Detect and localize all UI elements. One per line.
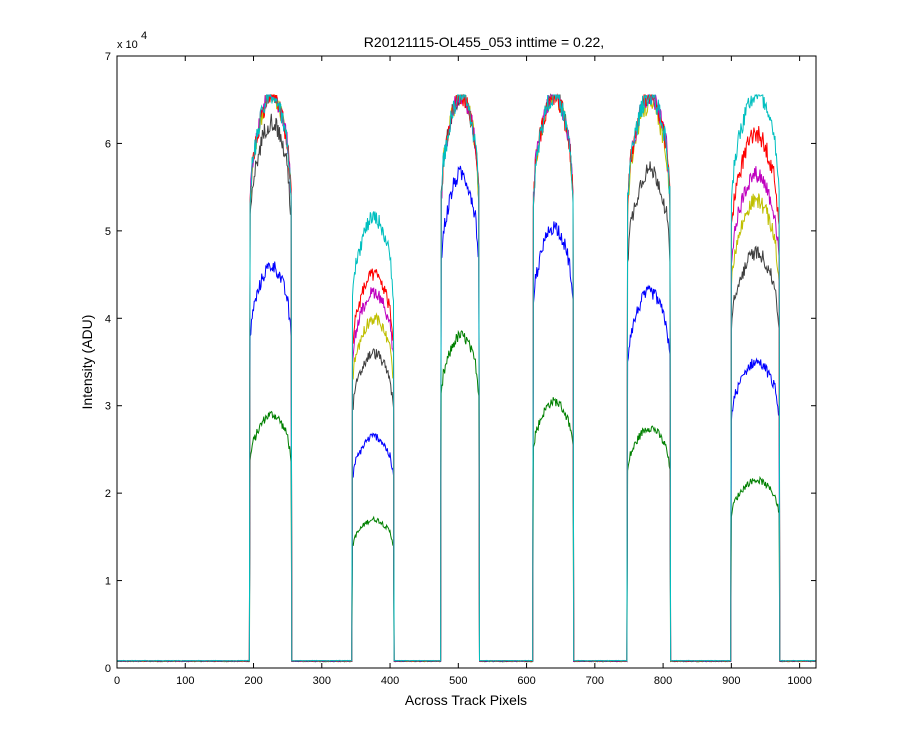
series-layer — [116, 93, 817, 663]
y-tick-label: 2 — [105, 488, 111, 500]
y-axis-ticks: 0 1 2 3 4 5 6 7 — [105, 51, 816, 675]
y-tick-label: 7 — [105, 51, 111, 63]
y-axis-label: Intensity (ADU) — [79, 315, 95, 410]
x-tick-label: 900 — [722, 675, 740, 687]
x-tick-label: 400 — [381, 675, 399, 687]
x-tick-label: 700 — [586, 675, 604, 687]
x-tick-label: 600 — [517, 675, 535, 687]
x-tick-label: 500 — [449, 675, 467, 687]
x-tick-label: 100 — [176, 675, 194, 687]
axes-background — [117, 56, 816, 668]
chart-title: R20121115-OL455_053 inttime = 0.22, — [364, 34, 604, 50]
x-tick-label: 800 — [654, 675, 672, 687]
x-axis-ticks: 0 100 200 300 400 500 600 700 800 900 1000 — [114, 56, 812, 687]
y-multiplier-exponent: 4 — [141, 30, 147, 42]
y-tick-label: 1 — [105, 576, 111, 588]
x-axis-label: Across Track Pixels — [405, 692, 527, 708]
x-tick-label: 1000 — [787, 675, 811, 687]
x-tick-label: 200 — [244, 675, 262, 687]
x-tick-label: 0 — [114, 675, 120, 687]
x-tick-label: 300 — [313, 675, 331, 687]
y-multiplier-base: x 10 — [117, 39, 138, 51]
series-line-7 — [116, 93, 816, 662]
plot-area — [116, 55, 817, 669]
y-tick-label: 0 — [105, 663, 111, 675]
y-tick-label: 6 — [105, 138, 111, 150]
y-tick-label: 5 — [105, 226, 111, 238]
y-tick-label: 3 — [105, 401, 111, 413]
y-tick-label: 4 — [105, 313, 111, 325]
y-multiplier: x 10 4 — [117, 30, 147, 51]
axes-frame — [116, 55, 817, 669]
